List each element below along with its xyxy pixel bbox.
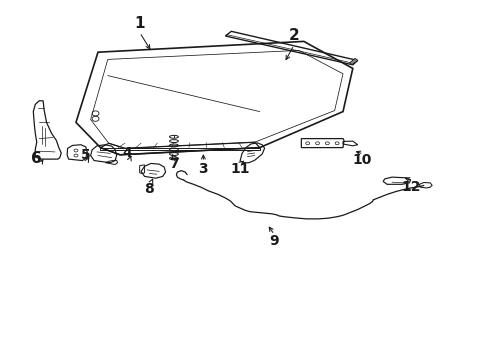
Text: 8: 8 — [145, 182, 154, 196]
Text: 2: 2 — [289, 28, 299, 44]
Text: 3: 3 — [198, 162, 208, 176]
Text: 12: 12 — [402, 180, 421, 194]
Text: 4: 4 — [122, 146, 132, 160]
Polygon shape — [350, 58, 358, 65]
Text: 1: 1 — [134, 16, 145, 31]
Text: 7: 7 — [169, 157, 179, 171]
Text: 10: 10 — [353, 153, 372, 167]
Text: 11: 11 — [230, 162, 250, 176]
Text: 9: 9 — [270, 234, 279, 248]
Text: 6: 6 — [31, 151, 42, 166]
Text: 5: 5 — [81, 148, 91, 162]
